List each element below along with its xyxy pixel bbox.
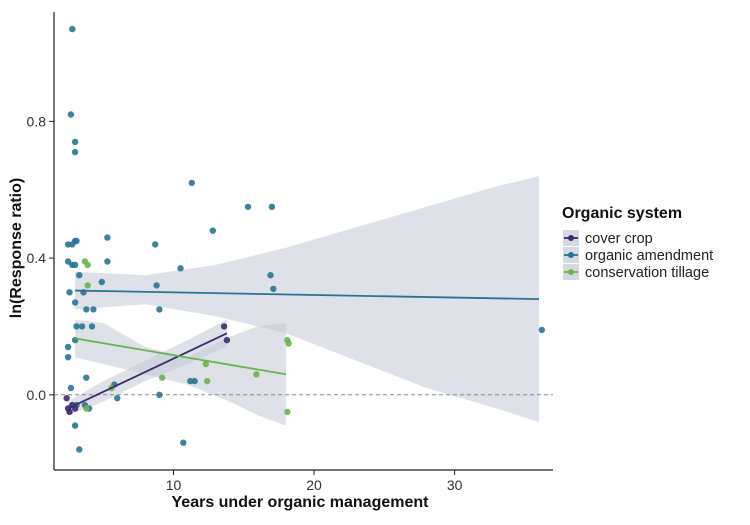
legend-key-point <box>568 252 574 258</box>
point-conservation-tillage <box>284 408 291 416</box>
data-points <box>63 25 545 453</box>
point-conservation-tillage <box>84 282 91 289</box>
point-organic-amendment <box>76 272 83 279</box>
trend-line-cover-crop <box>67 332 228 410</box>
point-organic-amendment <box>83 374 90 381</box>
point-organic-amendment <box>188 179 195 187</box>
point-cover-crop <box>220 323 228 330</box>
x-tick-label: 20 <box>306 477 322 493</box>
y-tick-label: 0.8 <box>27 113 47 129</box>
point-organic-amendment <box>71 299 79 306</box>
x-tick-label: 30 <box>447 477 463 493</box>
legend-label: organic amendment <box>585 248 713 264</box>
point-organic-amendment <box>71 148 79 156</box>
point-organic-amendment <box>69 25 76 33</box>
point-conservation-tillage <box>83 405 90 412</box>
point-organic-amendment <box>177 265 184 272</box>
x-tick-label: 10 <box>166 477 182 493</box>
point-organic-amendment <box>66 289 73 296</box>
point-organic-amendment <box>71 138 79 146</box>
y-tick-label: 0.0 <box>27 387 47 403</box>
point-organic-amendment <box>156 306 163 313</box>
point-organic-amendment <box>153 282 160 289</box>
point-organic-amendment <box>538 326 545 334</box>
trend-line-conservation-tillage <box>74 337 287 376</box>
legend-key-point <box>568 235 574 241</box>
point-organic-amendment <box>67 111 75 118</box>
point-organic-amendment <box>152 241 159 248</box>
legend-title: Organic system <box>562 205 682 222</box>
point-organic-amendment <box>90 306 97 313</box>
point-organic-amendment <box>71 336 79 344</box>
point-organic-amendment <box>156 391 163 398</box>
legend-item-conservation-tillage: conservation tillage <box>563 264 709 281</box>
y-ticks: 0.0 0.4 0.8 <box>27 113 54 403</box>
legend-label: conservation tillage <box>585 265 709 281</box>
x-ticks: 10 20 30 <box>166 470 463 493</box>
point-organic-amendment <box>267 272 274 279</box>
point-conservation-tillage <box>253 371 260 378</box>
point-organic-amendment <box>180 439 187 446</box>
trend-line-organic-amendment <box>75 289 539 301</box>
point-organic-amendment <box>73 323 80 330</box>
point-organic-amendment <box>268 203 276 210</box>
point-conservation-tillage <box>204 377 211 385</box>
axes <box>53 12 553 471</box>
point-conservation-tillage <box>84 261 91 269</box>
ribbon-organic-amendment <box>75 176 539 423</box>
point-cover-crop <box>63 395 70 402</box>
point-organic-amendment <box>67 384 75 392</box>
point-organic-amendment <box>78 323 86 330</box>
point-organic-amendment <box>270 285 277 293</box>
legend-label: cover crop <box>585 231 653 247</box>
point-organic-amendment <box>64 354 72 361</box>
legend-item-cover-crop: cover crop <box>563 230 653 247</box>
point-cover-crop <box>66 408 73 416</box>
confidence-ribbons <box>68 176 539 426</box>
point-organic-amendment <box>114 395 121 402</box>
point-organic-amendment <box>209 227 216 234</box>
point-organic-amendment <box>104 258 111 265</box>
point-conservation-tillage <box>159 374 166 381</box>
trend-lines <box>67 289 539 410</box>
y-tick-label: 0.4 <box>27 250 47 266</box>
y-axis-label: ln(Response ratio) <box>8 178 25 318</box>
point-organic-amendment <box>88 323 96 330</box>
point-conservation-tillage <box>202 360 209 368</box>
point-organic-amendment <box>73 237 80 245</box>
point-organic-amendment <box>71 422 79 429</box>
point-cover-crop <box>71 405 79 412</box>
point-organic-amendment <box>191 377 198 385</box>
point-cover-crop <box>223 336 231 344</box>
x-axis-label: Years under organic management <box>172 494 430 511</box>
point-organic-amendment <box>244 203 252 210</box>
ribbon-conservation-tillage <box>75 319 286 426</box>
legend-item-organic-amendment: organic amendment <box>563 247 713 264</box>
point-organic-amendment <box>98 278 106 286</box>
legend-key-point <box>568 269 574 275</box>
point-organic-amendment <box>104 234 111 241</box>
point-conservation-tillage <box>285 340 292 347</box>
point-organic-amendment <box>83 306 90 313</box>
point-organic-amendment <box>76 446 83 453</box>
point-organic-amendment <box>71 261 79 269</box>
point-organic-amendment <box>64 343 72 351</box>
